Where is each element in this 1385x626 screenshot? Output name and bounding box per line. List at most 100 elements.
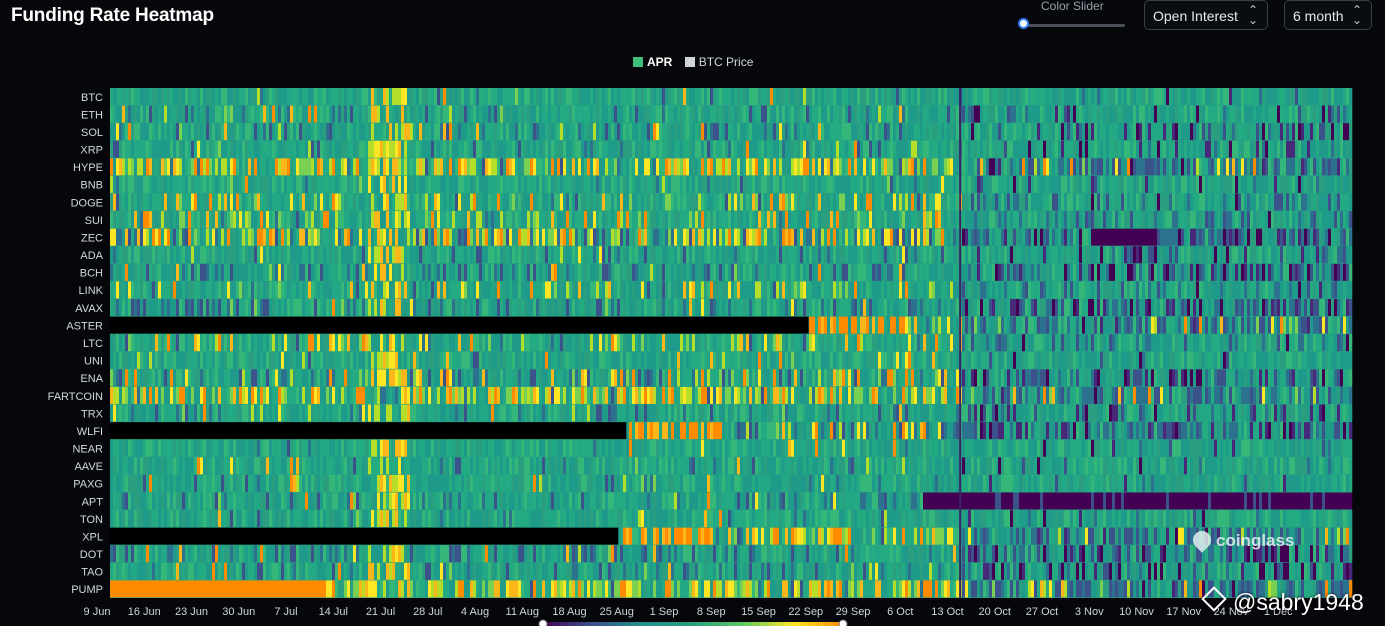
heatmap-row-sui[interactable]: [110, 211, 1353, 229]
heatmap-cell: [392, 158, 396, 176]
heatmap-cell: [116, 175, 120, 193]
heatmap-cell: [134, 88, 138, 105]
heatmap-cell: [1052, 158, 1056, 176]
heatmap-cell: [899, 228, 903, 246]
heatmap-row-bch[interactable]: [110, 263, 1353, 281]
heatmap-cell: [500, 140, 504, 158]
heatmap-cell: [263, 246, 267, 264]
color-slider-track[interactable]: [1025, 24, 1125, 27]
heatmap-row-xrp[interactable]: [110, 140, 1353, 158]
heatmap-cell: [455, 246, 459, 264]
heatmap-cell: [926, 228, 930, 246]
heatmap-cell: [992, 175, 996, 193]
heatmap-cell: [341, 211, 345, 229]
heatmap-cell: [140, 123, 144, 141]
heatmap-cell: [326, 123, 330, 141]
heatmap-cell: [797, 281, 801, 299]
heatmap-cell: [281, 246, 285, 264]
heatmap-cell: [422, 211, 426, 229]
heatmap-cell: [839, 140, 843, 158]
heatmap-cell: [608, 246, 612, 264]
heatmap-cell: [1187, 158, 1191, 176]
heatmap-cell: [182, 211, 186, 229]
color-slider[interactable]: Color Slider: [1017, 0, 1129, 34]
heatmap-cell: [275, 263, 279, 281]
legend-item-apr[interactable]: APR: [633, 55, 672, 69]
heatmap-row-hype[interactable]: [110, 158, 1353, 176]
heatmap-row-btc[interactable]: [110, 88, 1353, 105]
heatmap-cell: [983, 158, 987, 176]
heatmap-cell: [251, 263, 255, 281]
heatmap-cell: [377, 193, 381, 211]
heatmap-cell: [815, 158, 819, 176]
heatmap-cell: [1070, 105, 1074, 123]
legend-item-btc-price[interactable]: BTC Price: [684, 55, 753, 69]
heatmap-cell: [221, 193, 225, 211]
heatmap-cell: [809, 105, 813, 123]
heatmap-cell: [422, 175, 426, 193]
heatmap-cell: [713, 105, 717, 123]
heatmap-cell: [110, 88, 114, 105]
heatmap-cell: [200, 228, 204, 246]
heatmap-cell: [1013, 193, 1017, 211]
heatmap-cell: [1211, 175, 1215, 193]
heatmap-cell: [1346, 105, 1350, 123]
heatmap-cell: [800, 228, 804, 246]
heatmap-cell: [1211, 246, 1215, 264]
heatmap-cell: [1316, 123, 1320, 141]
heatmap-cell: [530, 88, 534, 105]
heatmap-cell: [767, 193, 771, 211]
heatmap-cell: [1076, 175, 1080, 193]
heatmap-cell: [266, 246, 270, 264]
heatmap-cell: [431, 175, 435, 193]
heatmap-row-eth[interactable]: [110, 105, 1353, 123]
chart-legend: APR BTC Price: [633, 54, 762, 69]
heatmap-cell: [1151, 228, 1155, 246]
heatmap-cell: [1313, 88, 1317, 105]
heatmap-cell: [1298, 246, 1302, 264]
heatmap-cell: [623, 246, 627, 264]
heatmap-cell: [920, 193, 924, 211]
heatmap-cell: [362, 246, 366, 264]
heatmap-cell: [1028, 158, 1032, 176]
heatmap-cell: [329, 105, 333, 123]
heatmap-row-zec[interactable]: [110, 228, 1353, 246]
heatmap-cell: [1085, 246, 1089, 264]
heatmap-cell: [173, 175, 177, 193]
heatmap-cell: [482, 105, 486, 123]
heatmap-cell: [587, 158, 591, 176]
heatmap-cell: [341, 158, 345, 176]
heatmap-cell: [731, 105, 735, 123]
heatmap-cell: [1286, 281, 1290, 299]
heatmap-row-ada[interactable]: [110, 246, 1353, 264]
heatmap-cell: [539, 263, 543, 281]
heatmap-cell: [809, 175, 813, 193]
heatmap-cell: [713, 140, 717, 158]
heatmap-cell: [566, 211, 570, 229]
heatmap-row-sol[interactable]: [110, 123, 1353, 141]
heatmap-cell: [230, 123, 234, 141]
heatmap-cell: [239, 88, 243, 105]
heatmap-cell: [110, 263, 114, 281]
heatmap-row-link[interactable]: [110, 281, 1353, 299]
heatmap-cell: [845, 246, 849, 264]
heatmap-cell: [1067, 193, 1071, 211]
heatmap-row-bnb[interactable]: [110, 175, 1353, 193]
sort-by-select[interactable]: Open Interest ⌃ ⌄: [1144, 0, 1268, 30]
heatmap-cell: [311, 140, 315, 158]
heatmap-cell: [308, 123, 312, 141]
heatmap-cell: [257, 158, 261, 176]
heatmap-row-doge[interactable]: [110, 193, 1353, 211]
heatmap-cell: [440, 246, 444, 264]
time-range-select[interactable]: 6 month ⌃ ⌄: [1284, 0, 1372, 30]
heatmap-cell: [1025, 175, 1029, 193]
heatmap-cell: [563, 246, 567, 264]
heatmap-cell: [1325, 246, 1329, 264]
heatmap-cell: [587, 140, 591, 158]
heatmap-cell: [572, 158, 576, 176]
heatmap-cell: [1082, 105, 1086, 123]
heatmap-cell: [656, 88, 660, 105]
color-slider-handle[interactable]: [1018, 18, 1029, 29]
heatmap-cell: [1286, 140, 1290, 158]
